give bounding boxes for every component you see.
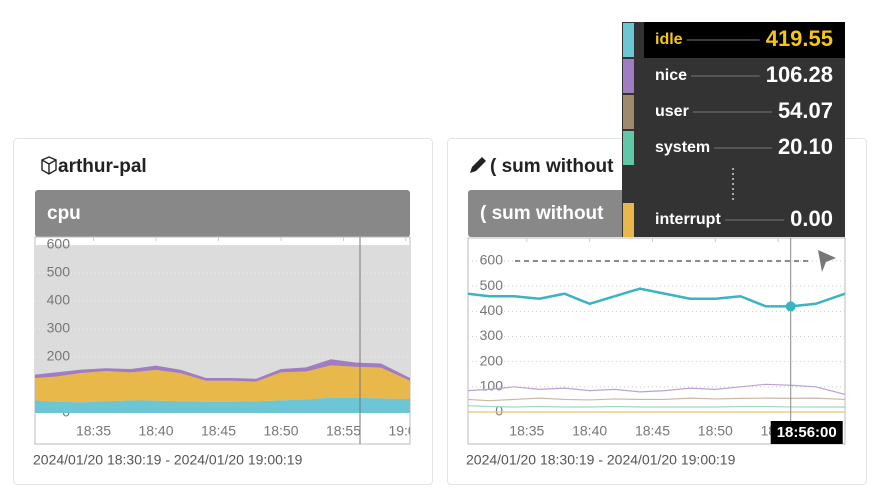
y-tick-label: 500: [47, 264, 71, 280]
tooltip-swatch: [623, 131, 634, 165]
pencil-icon: [470, 157, 486, 173]
chart-header: [35, 190, 410, 237]
plot-area: [467, 237, 846, 445]
y-tick-label: 400: [480, 302, 504, 318]
panel-title: arthur-pal: [58, 156, 147, 177]
x-tick-label: 18:40: [572, 423, 607, 439]
y-tick-label: 200: [480, 352, 504, 368]
flag-icon: [818, 250, 836, 272]
tooltip-swatch: [623, 23, 634, 57]
cursor-label-bg: [770, 421, 843, 444]
y-tick-label: 300: [480, 327, 504, 343]
area: [35, 397, 410, 413]
y-tick-label: 600: [47, 236, 71, 252]
x-tick-label: 18:45: [635, 423, 670, 439]
y-tick-label: 600: [480, 252, 504, 268]
tooltip-value: 54.07: [778, 98, 833, 123]
x-tick-label: 18:55: [326, 423, 361, 439]
tooltip-name: nice: [655, 67, 687, 84]
tooltip-name: interrupt: [655, 211, 721, 228]
x-tick-label: 18:50: [263, 423, 298, 439]
area: [35, 365, 410, 403]
x-tick-label: 18:40: [138, 423, 173, 439]
series-group: [468, 287, 845, 413]
chart-header-title: ( sum without: [480, 203, 604, 224]
series-group: [35, 359, 410, 413]
line: [468, 287, 845, 308]
tooltip-name: idle: [655, 31, 683, 48]
chart-header-title: cpu: [47, 203, 81, 224]
area: [35, 359, 410, 382]
y-tick-label: 400: [47, 292, 71, 308]
tooltip-name: system: [655, 139, 710, 156]
tooltip-value: 106.28: [766, 62, 833, 87]
time-range: 2024/01/20 18:30:19 - 2024/01/20 19:00:1…: [466, 452, 736, 468]
line: [468, 405, 845, 408]
tooltip: idle 419.55 nice 106.28 user 54.07 system 20.10…: [622, 22, 845, 237]
cube-icon: [41, 156, 57, 175]
y-tick-label: 100: [480, 378, 504, 394]
tooltip-value: 0.00: [790, 206, 833, 231]
x-tick-label: 19:00: [388, 423, 423, 439]
y-tick-label: 0: [495, 403, 503, 419]
tooltip-value: 419.55: [766, 26, 833, 51]
tooltip-name: user: [655, 103, 689, 120]
line: [468, 397, 845, 402]
x-tick-label: 18:35: [509, 423, 544, 439]
y-tick-label: 500: [480, 277, 504, 293]
cursor-point: [785, 301, 796, 312]
x-tick-label: 18:50: [698, 423, 733, 439]
panel-title: ( sum without: [490, 156, 614, 177]
line: [468, 383, 845, 395]
tooltip-value: 20.10: [778, 134, 833, 159]
cursor-label: 18:56:00: [777, 424, 837, 441]
time-range: 2024/01/20 18:30:19 - 2024/01/20 19:00:1…: [33, 452, 303, 468]
x-tick-label: 18:45: [201, 423, 236, 439]
x-tick-label: 18:35: [76, 423, 111, 439]
y-tick-label: 200: [47, 348, 71, 364]
tooltip-swatch: [623, 95, 634, 129]
y-tick-label: 300: [47, 320, 71, 336]
tooltip-swatch: [623, 59, 634, 93]
tooltip-swatch: [623, 203, 634, 237]
